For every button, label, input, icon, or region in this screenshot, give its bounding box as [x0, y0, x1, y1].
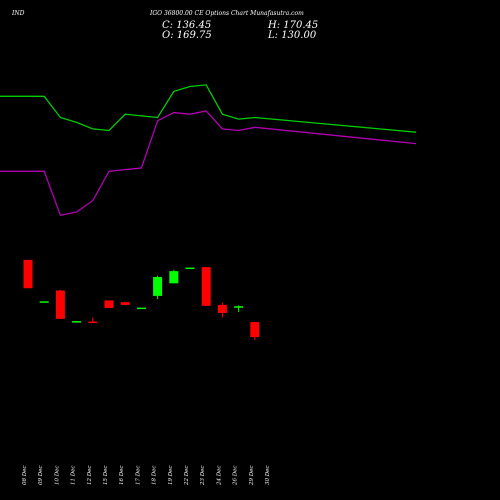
close-label: C: 136.45 — [162, 20, 211, 31]
candlestick-series — [23, 259, 260, 340]
chart-header: IND IGO 36800.00 CE Options Chart Munafa… — [11, 10, 318, 41]
candle-body — [39, 301, 49, 303]
chart-subtitle: IGO 36800.00 CE Options Chart Munafasutr… — [149, 10, 304, 17]
candle-10-dec — [55, 290, 65, 319]
candle-16-dec — [120, 302, 130, 305]
candle-body — [55, 290, 65, 319]
x-tick-label: 08 Dec — [22, 466, 28, 486]
indicator-lines — [0, 84, 417, 217]
x-tick-label: 24 Dec — [216, 466, 222, 487]
upper-indicator-line — [0, 84, 417, 133]
candle-12-dec — [88, 317, 98, 324]
candle-17-dec — [136, 307, 146, 310]
candle-09-dec — [39, 301, 49, 303]
candle-body — [201, 267, 211, 306]
candle-22-dec — [185, 267, 195, 270]
x-tick-label: 30 Dec — [265, 466, 271, 486]
x-tick-label: 18 Dec — [152, 466, 158, 486]
candle-08-dec — [23, 259, 33, 289]
x-tick-label: 12 Dec — [87, 466, 93, 486]
candle-body — [88, 321, 98, 324]
candle-body — [250, 322, 260, 338]
low-label: L: 130.00 — [267, 30, 317, 41]
open-label: O: 169.75 — [162, 30, 212, 41]
candle-11-dec — [72, 321, 82, 323]
x-tick-label: 15 Dec — [103, 466, 109, 486]
lower-indicator-line — [0, 110, 417, 217]
x-tick-label: 10 Dec — [54, 466, 60, 486]
candle-body — [185, 267, 195, 270]
candle-body — [120, 302, 130, 305]
x-tick-label: 09 Dec — [38, 466, 44, 486]
x-tick-label: 26 Dec — [233, 466, 239, 487]
candle-24-dec — [217, 302, 227, 318]
candle-body — [136, 307, 146, 310]
x-tick-label: 11 Dec — [71, 466, 77, 486]
x-tick-label: 23 Dec — [200, 466, 206, 487]
high-label: H: 170.45 — [267, 20, 318, 31]
candle-body — [169, 271, 179, 284]
candle-15-dec — [104, 300, 114, 309]
candle-23-dec — [201, 267, 211, 306]
candle-18-dec — [153, 275, 163, 300]
x-tick-label: 29 Dec — [249, 466, 255, 487]
x-tick-label: 19 Dec — [168, 466, 174, 486]
candle-body — [23, 259, 33, 289]
x-tick-label: 17 Dec — [135, 466, 141, 486]
candle-body — [104, 300, 114, 309]
x-tick-label: 16 Dec — [119, 466, 125, 486]
x-axis-ticks: 08 Dec 09 Dec 10 Dec 11 Dec 12 Dec 15 Dec 16 D… — [22, 466, 271, 487]
candle-29-dec — [250, 321, 260, 340]
candle-26-dec — [234, 305, 244, 313]
x-tick-label: 22 Dec — [184, 466, 190, 487]
candle-body — [234, 306, 244, 308]
chart-symbol: IND — [11, 10, 25, 17]
candle-19-dec — [169, 269, 179, 284]
candle-body — [72, 321, 82, 323]
candle-body — [217, 304, 227, 313]
candle-body — [153, 277, 163, 296]
